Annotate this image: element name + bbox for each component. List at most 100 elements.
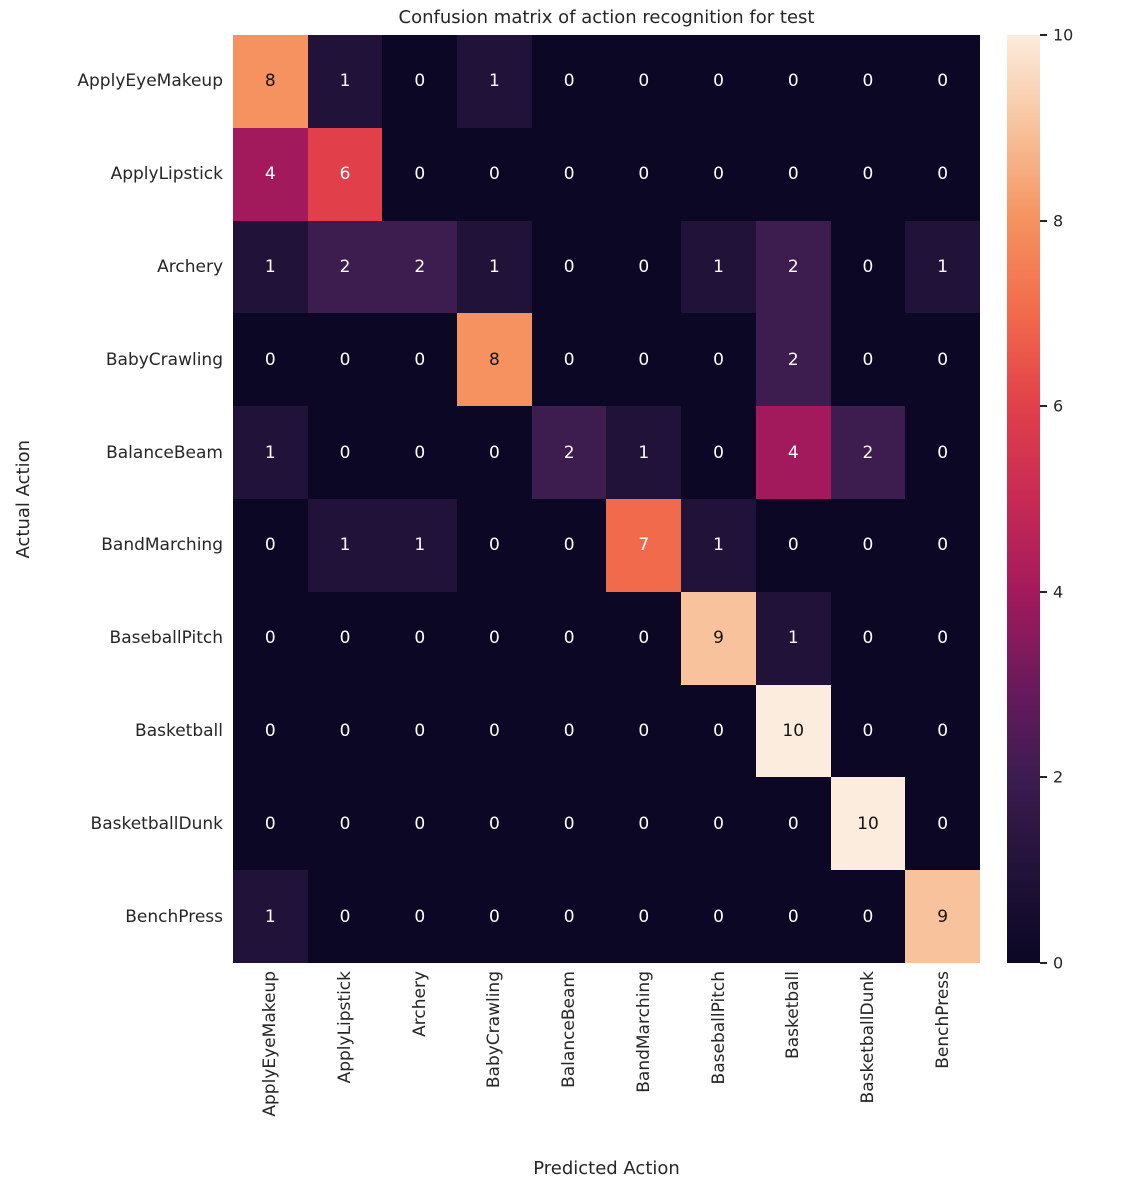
colorbar-tick-label: 4 [1053,582,1064,602]
heatmap-cell: 0 [531,591,607,685]
heatmap-cell: 0 [681,406,756,499]
heatmap-cell: 0 [681,870,756,963]
heatmap-cell: 0 [531,870,607,963]
heatmap-cell: 2 [830,406,906,499]
x-tick-label: Archery [409,971,430,1037]
colorbar-tick-mark [1040,590,1047,593]
heatmap-cell: 0 [905,499,980,592]
heatmap-cell: 0 [830,127,906,221]
heatmap-cell: 0 [681,777,756,871]
heatmap-cell: 9 [905,870,980,963]
heatmap-cell: 0 [531,127,607,221]
y-tick-label: Basketball [135,720,223,741]
heatmap-cell: 0 [755,499,831,592]
x-tick-label: BasketballDunk [857,971,878,1104]
x-tick-label: Basketball [783,971,804,1059]
heatmap-cell: 1 [681,499,756,592]
heatmap-cell: 0 [830,684,906,778]
colorbar-gradient [1007,35,1040,963]
heatmap-cell: 2 [531,406,607,499]
heatmap-cell: 4 [755,406,831,499]
heatmap-cell: 0 [681,684,756,778]
heatmap-cell: 0 [531,684,607,778]
heatmap-cell: 0 [606,35,682,128]
heatmap-cell: 0 [382,313,458,407]
heatmap-cell: 0 [905,777,980,871]
heatmap-cell: 0 [606,220,682,314]
heatmap-cell: 0 [905,35,980,128]
heatmap-cell: 10 [830,777,906,871]
x-axis-tick-labels: ApplyEyeMakeup ApplyLipstick Archery BabyCr… [233,971,980,1156]
y-axis-label-wrap: Actual Action [8,35,38,963]
heatmap-cell: 1 [233,870,308,963]
x-tick-label: BaseballPitch [708,971,729,1085]
heatmap-cell: 0 [531,35,607,128]
heatmap-cell: 9 [681,591,756,685]
heatmap-cell: 0 [755,777,831,871]
heatmap-cell: 0 [606,591,682,685]
heatmap-cell: 0 [382,35,458,128]
heatmap-cell: 0 [457,684,532,778]
heatmap-cell: 0 [905,406,980,499]
heatmap-cell: 0 [382,406,458,499]
heatmap-cell: 0 [457,499,532,592]
heatmap-cell: 1 [457,35,532,128]
y-tick-label: BalanceBeam [106,442,223,463]
heatmap-cell: 1 [905,220,980,314]
colorbar-tick-label: 8 [1053,211,1064,231]
heatmap-cell: 0 [382,777,458,871]
heatmap-cell: 8 [457,313,532,407]
y-tick-label: Archery [157,256,223,277]
y-tick-label: BasketballDunk [90,813,223,834]
y-tick-label: BenchPress [125,906,223,927]
heatmap-cell: 0 [681,313,756,407]
heatmap-cell: 0 [531,499,607,592]
heatmap-cell: 1 [233,406,308,499]
heatmap-cell: 0 [307,313,383,407]
heatmap-cell: 1 [755,591,831,685]
heatmap-cell: 0 [681,127,756,221]
heatmap-cell: 0 [531,777,607,871]
heatmap-cell: 0 [606,127,682,221]
heatmap-cell: 0 [531,220,607,314]
heatmap-cell: 2 [755,220,831,314]
heatmap-cell: 0 [457,127,532,221]
heatmap-cell: 0 [755,127,831,221]
heatmap-cell: 0 [755,35,831,128]
heatmap-cell: 0 [382,684,458,778]
x-tick-label: BandMarching [633,971,654,1093]
y-tick-label: BandMarching [101,535,223,556]
heatmap-cell: 0 [233,684,308,778]
colorbar-tick-label: 0 [1053,953,1064,973]
y-tick-label: ApplyEyeMakeup [77,71,223,92]
heatmap-cell: 0 [905,313,980,407]
y-axis-label: Actual Action [12,439,34,559]
heatmap-cell: 0 [233,777,308,871]
x-tick-label: ApplyLipstick [335,971,356,1084]
heatmap-cell: 0 [233,499,308,592]
colorbar-ticks: 0 2 4 6 8 10 [1040,26,1110,973]
x-tick-label: BabyCrawling [484,971,505,1089]
heatmap-cell: 0 [307,591,383,685]
heatmap-cell: 0 [830,591,906,685]
colorbar-tick-mark [1040,219,1047,222]
heatmap-cell: 0 [382,127,458,221]
heatmap-cell: 0 [755,870,831,963]
heatmap-cell: 0 [457,870,532,963]
heatmap-cell: 1 [457,220,532,314]
colorbar-tick-label: 2 [1053,767,1064,787]
heatmap-cell: 0 [905,684,980,778]
heatmap-cell: 0 [606,684,682,778]
heatmap-cell: 1 [307,35,383,128]
heatmap-cell: 0 [233,591,308,685]
heatmap-cell: 0 [830,35,906,128]
heatmap-cell: 7 [606,499,682,592]
heatmap-cell: 8 [233,35,308,128]
heatmap-cell: 0 [307,684,383,778]
heatmap-cell: 2 [382,220,458,314]
heatmap-cell: 0 [233,313,308,407]
heatmap-cell: 0 [681,35,756,128]
heatmap-cell: 0 [830,220,906,314]
